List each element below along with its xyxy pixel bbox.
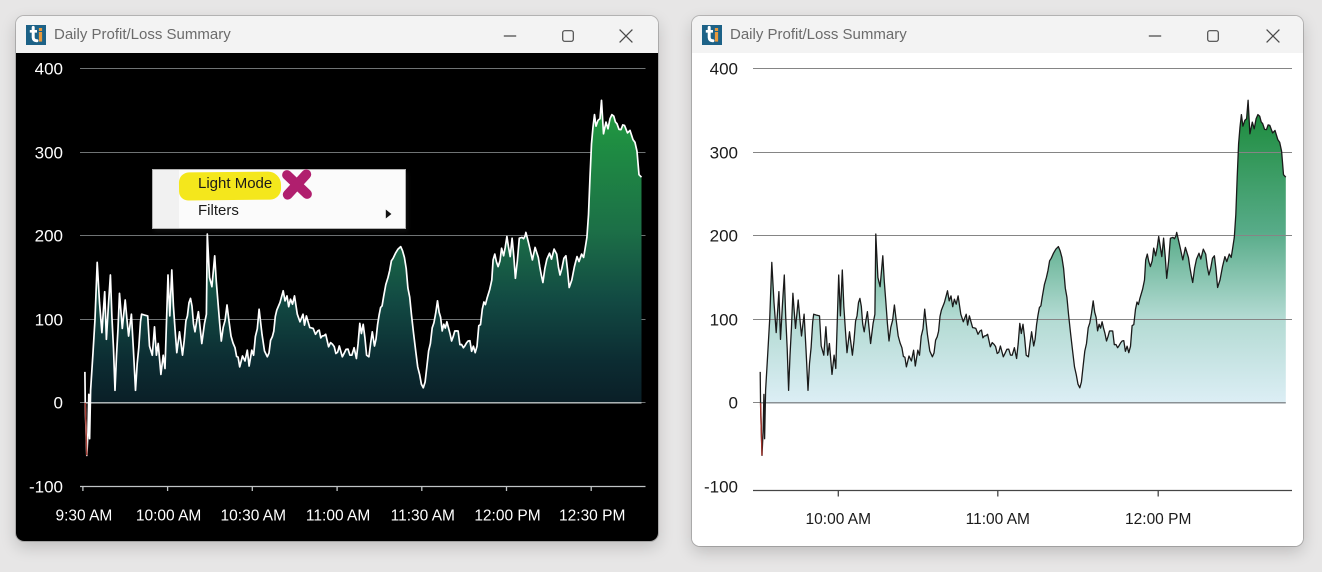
svg-text:12:00 PM: 12:00 PM [1125, 511, 1191, 528]
svg-text:0: 0 [54, 394, 63, 413]
svg-text:300: 300 [35, 144, 63, 163]
svg-text:10:00 AM: 10:00 AM [806, 511, 872, 528]
svg-text:0: 0 [729, 394, 738, 413]
svg-text:100: 100 [35, 311, 63, 330]
svg-text:200: 200 [710, 227, 738, 246]
svg-text:12:30 PM: 12:30 PM [559, 508, 625, 525]
svg-text:10:30 AM: 10:30 AM [221, 508, 287, 525]
svg-text:12:00 PM: 12:00 PM [474, 508, 540, 525]
svg-text:200: 200 [35, 227, 63, 246]
svg-text:11:00 AM: 11:00 AM [966, 511, 1030, 528]
svg-text:100: 100 [710, 311, 738, 330]
svg-text:-100: -100 [704, 478, 738, 497]
svg-text:300: 300 [710, 144, 738, 163]
svg-text:11:00 AM: 11:00 AM [306, 508, 370, 525]
svg-text:400: 400 [710, 60, 738, 79]
svg-text:11:30 AM: 11:30 AM [391, 508, 455, 525]
svg-text:10:00 AM: 10:00 AM [136, 508, 202, 525]
svg-text:-100: -100 [29, 478, 63, 497]
svg-text:400: 400 [35, 60, 63, 79]
svg-text:9:30 AM: 9:30 AM [55, 508, 112, 525]
